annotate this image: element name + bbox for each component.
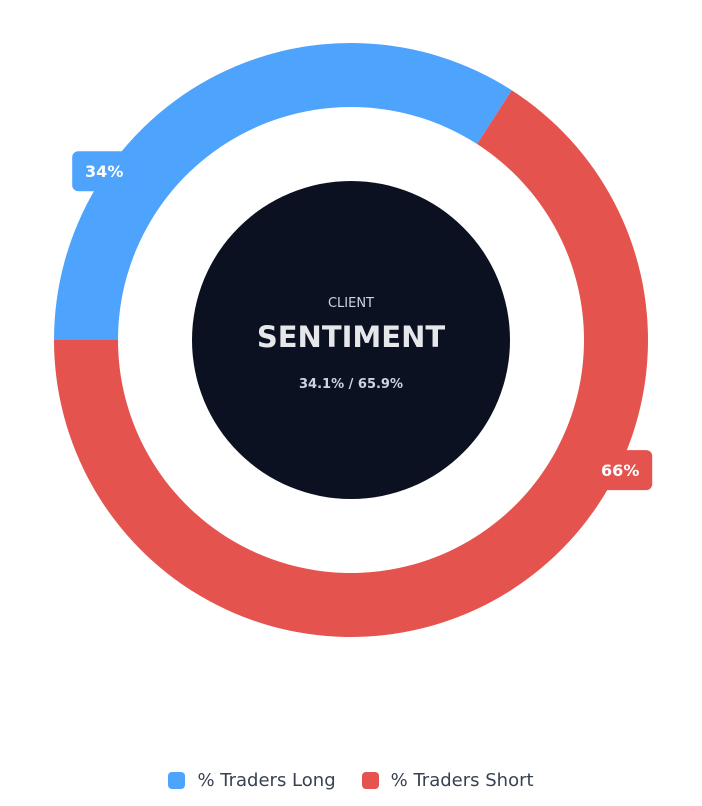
center-title: SENTIMENT [257,320,445,354]
slice-long[interactable] [54,43,512,340]
data-label-short: 66% [588,450,653,491]
legend-item-short[interactable]: % Traders Short [361,770,534,791]
center-detail: 34.1% / 65.9% [299,377,403,392]
doughnut-chart: CLIENT SENTIMENT 34.1% / 65.9% 34% 66% [53,43,653,638]
data-label-text: 34% [85,162,123,181]
legend-swatch-long [168,772,186,789]
legend-label-short: % Traders Short [390,770,534,791]
data-label-text: 66% [601,461,639,480]
legend-item-long[interactable]: % Traders Long [168,770,336,791]
center-disc [192,181,510,499]
data-label-long: 34% [72,151,137,192]
legend-swatch-short [361,772,379,789]
center-subtitle: CLIENT [328,296,374,311]
legend-label-long: % Traders Long [197,770,336,791]
legend: % Traders Long % Traders Short [0,770,702,791]
